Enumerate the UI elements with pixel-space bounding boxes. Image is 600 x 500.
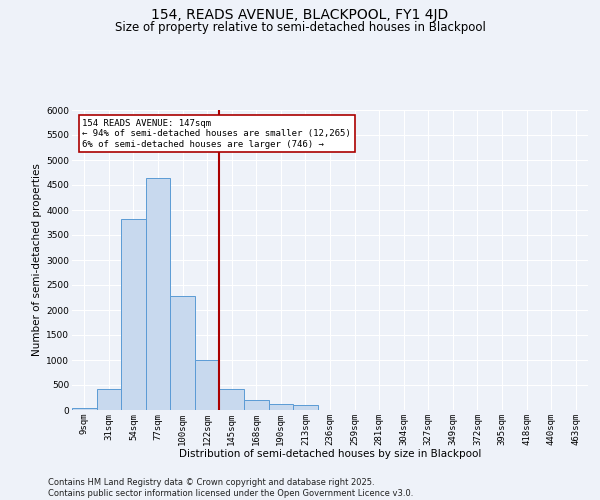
Bar <box>146 178 170 410</box>
Y-axis label: Number of semi-detached properties: Number of semi-detached properties <box>32 164 42 356</box>
Text: Contains HM Land Registry data © Crown copyright and database right 2025.
Contai: Contains HM Land Registry data © Crown c… <box>48 478 413 498</box>
Bar <box>269 404 293 410</box>
Bar <box>72 408 97 410</box>
Bar <box>220 389 244 410</box>
Bar <box>121 219 146 410</box>
Bar <box>293 405 318 410</box>
Text: Size of property relative to semi-detached houses in Blackpool: Size of property relative to semi-detach… <box>115 22 485 35</box>
Bar <box>244 400 269 410</box>
Text: 154 READS AVENUE: 147sqm
← 94% of semi-detached houses are smaller (12,265)
6% o: 154 READS AVENUE: 147sqm ← 94% of semi-d… <box>82 119 351 149</box>
Text: 154, READS AVENUE, BLACKPOOL, FY1 4JD: 154, READS AVENUE, BLACKPOOL, FY1 4JD <box>151 8 449 22</box>
Bar <box>170 296 195 410</box>
X-axis label: Distribution of semi-detached houses by size in Blackpool: Distribution of semi-detached houses by … <box>179 449 481 459</box>
Bar <box>97 388 121 410</box>
Bar <box>195 360 220 410</box>
